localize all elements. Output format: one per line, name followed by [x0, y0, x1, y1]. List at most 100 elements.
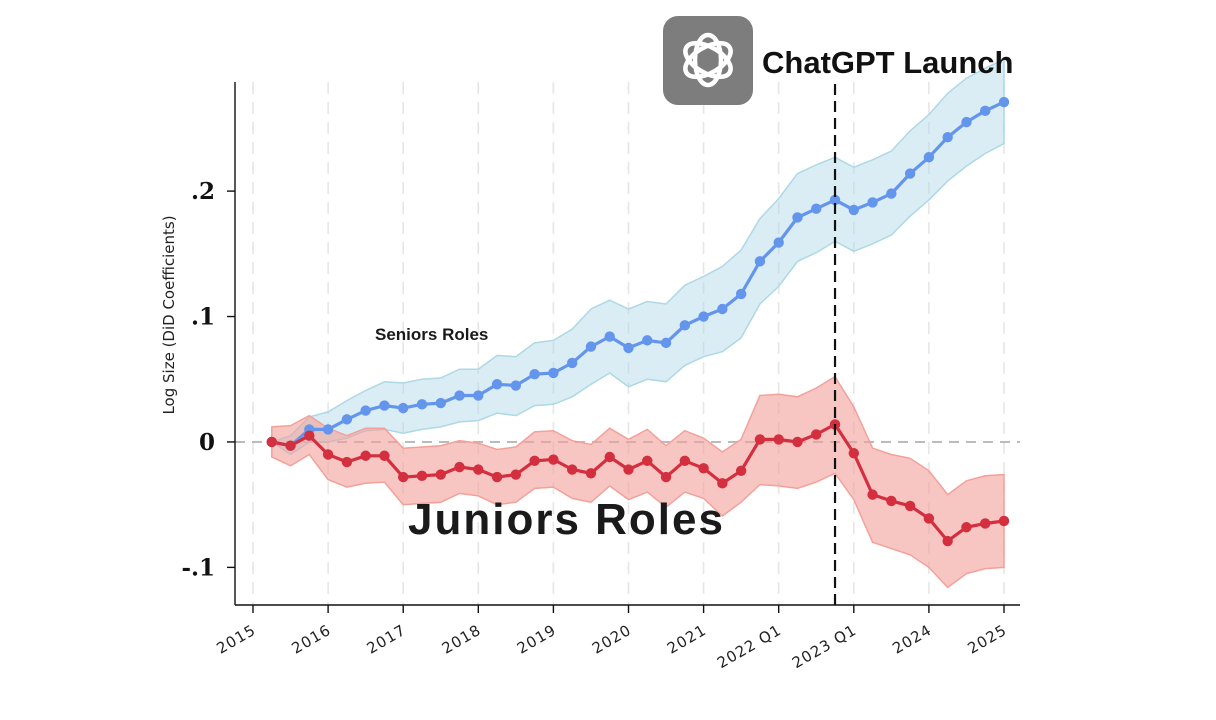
juniors-roles-point: [266, 436, 277, 448]
seniors-roles-point: [980, 105, 991, 117]
seniors-roles-point: [848, 204, 859, 216]
juniors-roles-point: [585, 468, 597, 479]
juniors-roles-point: [735, 465, 747, 477]
seniors-roles-point: [529, 369, 540, 380]
x-tick-label: 2024: [889, 621, 935, 658]
seniors-roles-point: [454, 390, 465, 401]
y-tick-label: .1: [191, 304, 215, 331]
x-tick-label: 2018: [439, 621, 485, 658]
x-tick-label: 2015: [213, 621, 259, 658]
juniors-roles-line: [271, 422, 1005, 543]
seniors-roles-point: [548, 367, 559, 379]
x-tick-label: 2017: [364, 621, 410, 658]
juniors-roles-point: [510, 469, 522, 480]
juniors-roles-point: [698, 463, 709, 474]
seniors-roles-point: [642, 335, 653, 346]
juniors-roles-point: [942, 535, 953, 547]
juniors-roles-point: [304, 430, 315, 441]
juniors-roles-label: Juniors Roles: [408, 495, 725, 544]
seniors-roles-point: [867, 197, 878, 208]
juniors-roles-point: [529, 455, 540, 466]
x-tick-label: 2016: [289, 621, 335, 658]
juniors-roles-point: [435, 469, 446, 480]
juniors-roles-point: [754, 434, 766, 445]
juniors-roles-point: [867, 489, 878, 500]
juniors-roles-point: [491, 471, 503, 483]
seniors-roles-line: [271, 100, 1005, 448]
juniors-roles-point: [341, 456, 353, 468]
seniors-roles-point: [623, 342, 634, 354]
seniors-roles-confidence-band: [270, 58, 1005, 456]
openai-logo: [663, 16, 753, 105]
seniors-roles-point: [942, 131, 953, 143]
seniors-roles-point: [398, 402, 409, 414]
vertical-gridlines: [252, 82, 1005, 605]
seniors-roles-point: [773, 237, 784, 248]
seniors-roles-point: [585, 341, 597, 352]
juniors-roles-point: [623, 464, 634, 475]
seniors-roles-point: [435, 397, 446, 409]
seniors-roles-point: [341, 414, 353, 425]
juniors-roles-point: [811, 429, 822, 440]
seniors-roles-point: [510, 380, 522, 391]
juniors-roles-point: [604, 451, 615, 463]
juniors-roles-point: [792, 436, 803, 448]
seniors-roles-point: [473, 390, 484, 401]
juniors-roles-confidence-band: [271, 375, 1005, 589]
y-tick-label: -.1: [181, 554, 215, 581]
juniors-roles-point: [961, 522, 972, 533]
x-tick-label: 2022 Q1: [714, 621, 785, 672]
seniors-roles-point: [416, 399, 428, 410]
juniors-roles-point: [904, 500, 916, 512]
seniors-roles-point: [792, 212, 803, 223]
juniors-roles-point: [660, 471, 672, 483]
y-axis-label: Log Size (DiD Coefficients): [160, 215, 178, 414]
juniors-roles-point: [998, 515, 1010, 527]
x-ticks: 2015 2016 2017 2018 2019 2020 2021 2022 Q1 2023 …: [213, 605, 1010, 672]
juniors-roles-point: [454, 461, 465, 473]
seniors-roles-point: [886, 188, 897, 199]
juniors-roles-point: [679, 455, 691, 466]
juniors-roles-point: [416, 470, 428, 482]
axes: [234, 82, 1020, 606]
seniors-roles-point: [360, 405, 371, 416]
seniors-roles-point: [717, 303, 728, 315]
seniors-roles-point: [998, 96, 1010, 108]
seniors-roles-point: [679, 320, 691, 331]
juniors-roles-point: [379, 450, 390, 461]
seniors-roles-point: [961, 116, 972, 128]
series-points: [266, 96, 1010, 547]
seniors-roles-point: [660, 337, 672, 349]
openai-logo-icon: [683, 32, 733, 88]
juniors-roles-point: [642, 455, 653, 466]
seniors-roles-point: [566, 357, 578, 369]
seniors-roles-point: [322, 424, 334, 435]
juniors-roles-point: [848, 448, 859, 459]
seniors-roles-point: [811, 203, 822, 214]
seniors-roles-point: [698, 311, 709, 322]
chatgpt-launch-label: ChatGPT Launch: [762, 45, 1013, 80]
juniors-roles-point: [322, 449, 334, 460]
x-tick-label: 2025: [964, 621, 1010, 658]
seniors-roles-point: [491, 379, 503, 390]
y-tick-label: .2: [191, 178, 215, 205]
y-ticks: .2 .1 0 -.1: [181, 178, 235, 581]
openai-logo-tile: [663, 16, 753, 105]
juniors-roles-point: [980, 518, 991, 529]
juniors-roles-point: [360, 450, 371, 461]
juniors-roles-point: [886, 495, 897, 507]
x-tick-label: 2023 Q1: [789, 621, 860, 672]
seniors-roles-point: [923, 152, 935, 163]
juniors-roles-point: [473, 464, 484, 475]
seniors-roles-point: [604, 331, 615, 342]
y-tick-label: 0: [199, 429, 215, 456]
juniors-roles-point: [773, 434, 784, 445]
seniors-roles-point: [379, 400, 390, 411]
seniors-roles-point: [754, 256, 766, 267]
x-tick-label: 2020: [589, 621, 635, 658]
juniors-roles-point: [285, 440, 296, 451]
juniors-roles-point: [548, 454, 559, 465]
seniors-roles-point: [735, 288, 747, 300]
juniors-roles-point: [566, 464, 578, 475]
